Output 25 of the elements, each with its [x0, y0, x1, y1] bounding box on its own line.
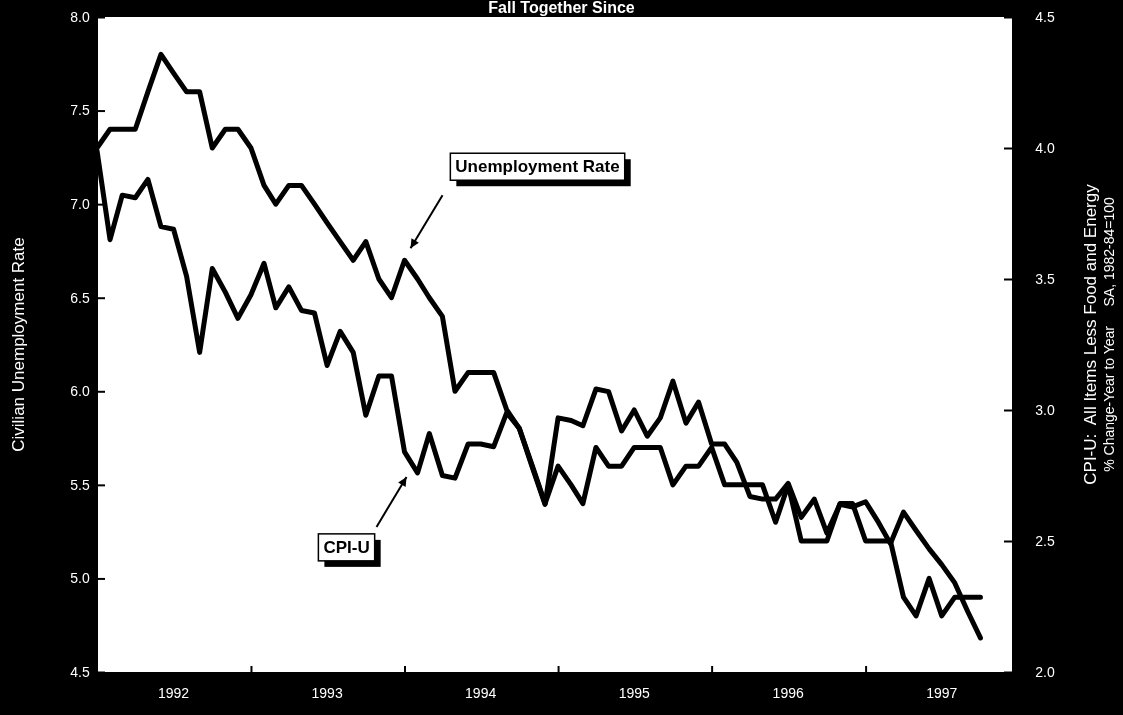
chart-title: Fall Together Since	[488, 0, 635, 16]
y-tick-label: 5.0	[70, 570, 90, 587]
y-tick-label: 7.0	[70, 196, 90, 213]
x-tick-label: 1993	[311, 685, 343, 701]
y2-tick-label: 3.0	[1035, 401, 1055, 418]
y2-tick-label: 2.0	[1035, 663, 1055, 680]
text: CPI-U	[323, 537, 370, 557]
y2-axis-title: CPI-U: All Items Less Food and Energy % Change-Year to Year SA, 1982-84=100	[1081, 183, 1117, 485]
x-tick-label: 1996	[772, 685, 804, 701]
y-tick-label: 8.0	[70, 8, 90, 25]
y-tick-label: 6.0	[70, 383, 90, 400]
y-tick-label: 6.5	[70, 289, 90, 306]
y2-tick-label: 2.5	[1035, 532, 1055, 549]
y-tick-label: 4.5	[70, 663, 90, 680]
y2-tick-label: 4.5	[1035, 8, 1055, 25]
y-axis-title: Civilian Unemployment Rate	[9, 237, 28, 452]
x-tick-label: 1994	[465, 685, 497, 701]
y-tick-label: 7.5	[70, 102, 90, 119]
y-tick-label: 5.5	[70, 476, 90, 493]
text: Unemployment Rate	[455, 157, 620, 177]
y2-tick-label: 4.0	[1035, 139, 1055, 156]
y2-tick-label: 3.5	[1035, 270, 1055, 287]
x-tick-label: 1997	[926, 685, 958, 701]
x-tick-label: 1995	[618, 685, 650, 701]
x-tick-label: 1992	[157, 685, 190, 701]
